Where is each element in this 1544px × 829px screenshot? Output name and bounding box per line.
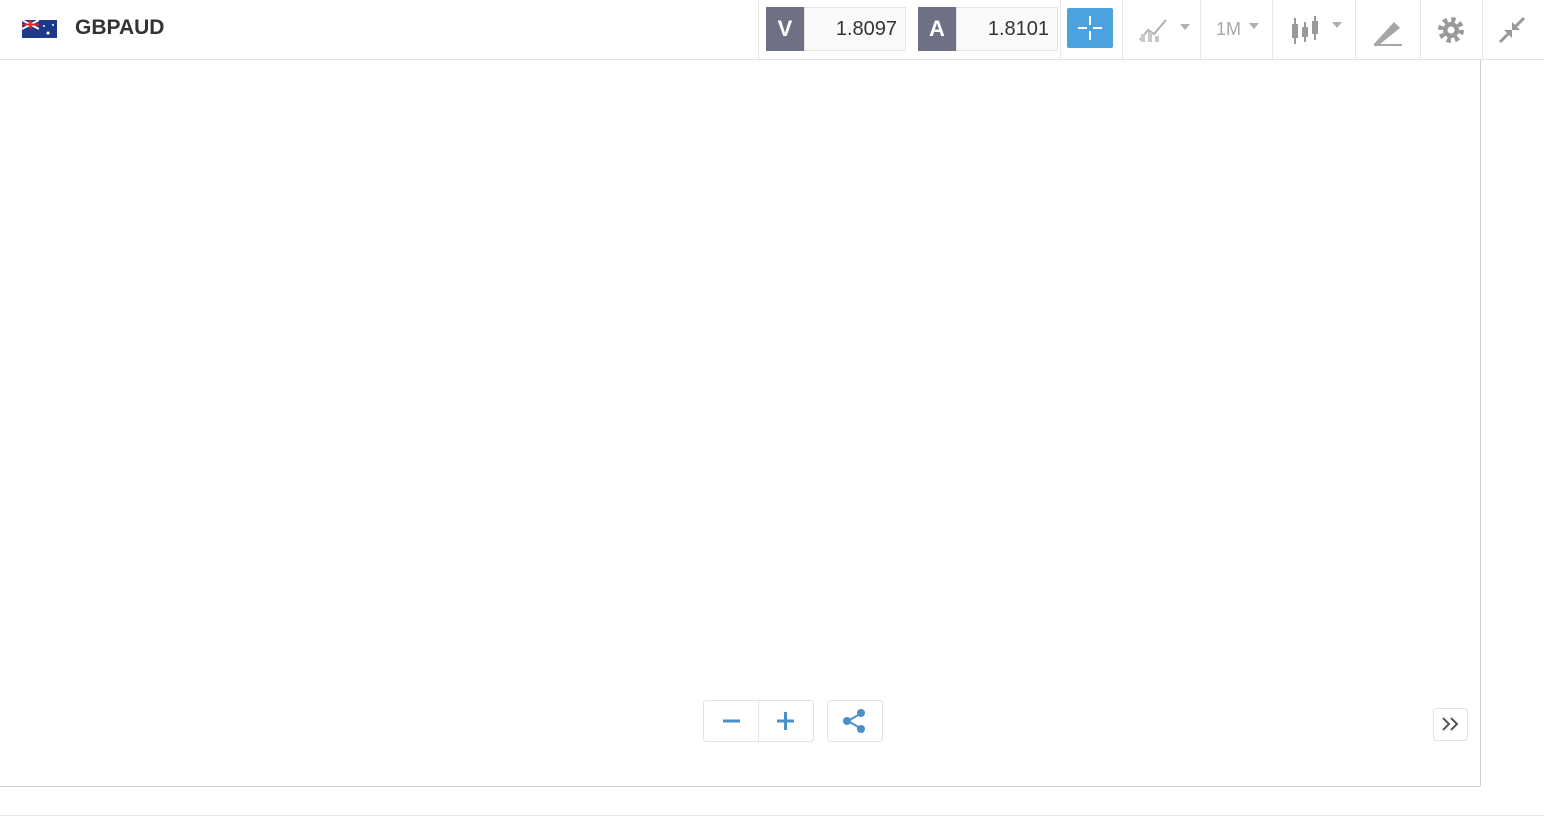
zoom-controls (703, 700, 1468, 742)
collapse-button[interactable] (1498, 16, 1528, 44)
ask-price[interactable]: 1.8101 (956, 7, 1058, 51)
separator (1122, 0, 1123, 59)
separator (1200, 0, 1201, 59)
dropdown-caret (1249, 23, 1259, 29)
indicators-button[interactable] (1138, 16, 1194, 44)
zoom-in-button[interactable] (777, 712, 794, 730)
bid-value: 1.8097 (835, 18, 897, 40)
separator (1355, 0, 1356, 59)
settings-button[interactable] (1436, 15, 1466, 45)
ask-label: A (918, 7, 956, 51)
crosshair-button[interactable] (1067, 8, 1113, 48)
scroll-latest-button[interactable] (1433, 708, 1468, 741)
bid-label: V (766, 7, 804, 51)
draw-button[interactable] (1372, 16, 1404, 46)
separator (1060, 0, 1061, 59)
separator (1272, 0, 1273, 59)
separator (1482, 0, 1483, 59)
share-button[interactable] (827, 700, 883, 742)
bid-price[interactable]: 1.8097 (804, 7, 906, 51)
toolbar: GBPAUD V 1.8097 A 1.8101 1M (0, 0, 1544, 60)
separator (758, 0, 759, 59)
timeframe[interactable]: 1M (1216, 19, 1242, 39)
separator (1420, 0, 1421, 59)
chart-type-button[interactable] (1288, 14, 1346, 46)
flag-icon (22, 20, 57, 38)
ask-value: 1.8101 (987, 18, 1049, 40)
symbol: GBPAUD (75, 16, 165, 39)
